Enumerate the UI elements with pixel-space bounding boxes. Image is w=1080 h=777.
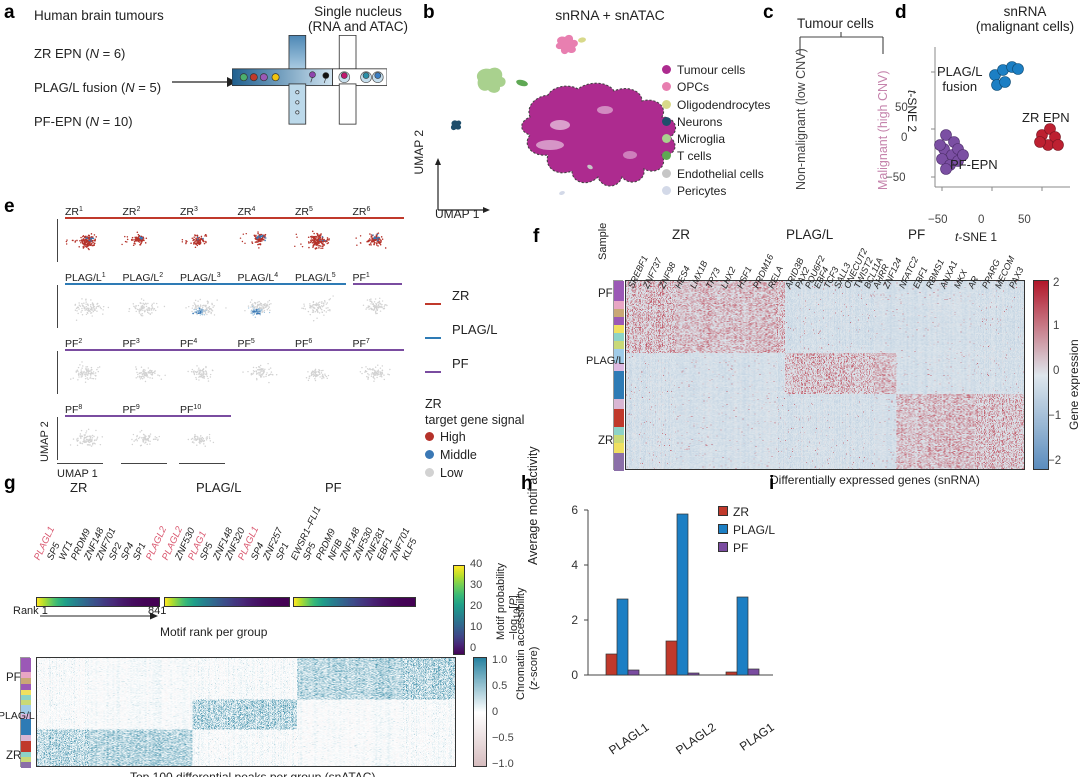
svg-text:0: 0: [571, 668, 578, 682]
svg-text:2: 2: [571, 613, 578, 627]
svg-text:6: 6: [571, 503, 578, 517]
svg-text:4: 4: [571, 558, 578, 572]
